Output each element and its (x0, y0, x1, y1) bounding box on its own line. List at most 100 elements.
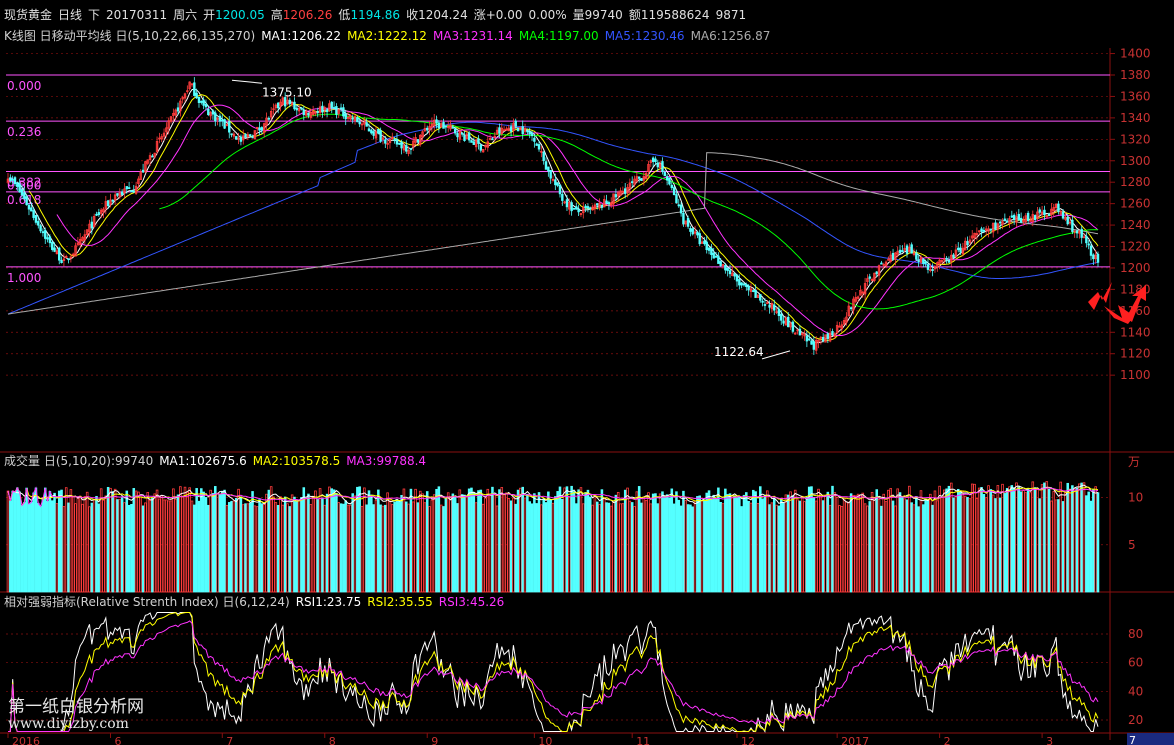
volume-bar (1015, 482, 1018, 593)
candle-body (686, 217, 690, 227)
volume-bar (1038, 498, 1042, 593)
candle-body (204, 103, 208, 108)
volume-bar (931, 504, 934, 593)
volume-bar (728, 493, 732, 593)
candle-body (1094, 254, 1097, 260)
candle-body (707, 247, 711, 251)
candle-body (789, 323, 792, 328)
volume-bar (959, 490, 962, 593)
candle-body (405, 145, 408, 152)
volume-bar (1057, 499, 1060, 593)
candle-body (414, 137, 417, 143)
volume-bar (963, 495, 967, 593)
volume-bar (106, 486, 110, 593)
volume-bar (283, 496, 287, 593)
candle-body (172, 112, 175, 116)
candle-body (756, 294, 760, 298)
volume-bar (470, 487, 473, 593)
fib-label: 0.000 (7, 79, 41, 93)
volume-bar (409, 488, 413, 593)
candle-body (488, 138, 492, 140)
volume-bar (505, 492, 508, 593)
volume-bar (123, 502, 126, 593)
volume-bar (873, 497, 876, 593)
candle-body (901, 250, 904, 252)
volume-bar (318, 488, 322, 593)
candle-body (929, 269, 932, 271)
volume-bar (961, 490, 965, 593)
candle-body (635, 176, 639, 182)
volume-bar (663, 495, 667, 593)
rsi-tick-label: 80 (1128, 627, 1143, 641)
candle-body (446, 126, 450, 128)
direction-label: 下 (88, 8, 101, 22)
volume-bar (442, 506, 445, 593)
volume-bar (463, 494, 466, 593)
candle-body (409, 148, 413, 150)
volume-bar (74, 503, 77, 593)
volume-bar (46, 500, 49, 593)
volume-bar (1073, 487, 1076, 593)
volume-bar (747, 500, 750, 593)
volume-bar (842, 497, 846, 593)
candle-body (437, 122, 441, 129)
volume-bar (703, 500, 706, 593)
candle-body (127, 187, 131, 190)
candle-body (286, 99, 289, 105)
volume-bar (642, 496, 646, 593)
candle-body (486, 141, 490, 148)
volume-bar (288, 506, 292, 593)
candle-body (302, 109, 306, 116)
candle-body (598, 202, 601, 209)
volume-bar (304, 498, 308, 593)
candle-body (288, 99, 292, 105)
volume-bar (1064, 492, 1067, 593)
volume-bar (796, 499, 799, 593)
volume-bar (998, 497, 1002, 593)
candle-body (542, 151, 545, 161)
candle-body (365, 122, 368, 127)
candle-body (181, 97, 184, 100)
volume-bar (50, 500, 54, 593)
candle-body (847, 305, 851, 317)
volume-bar (651, 493, 655, 593)
candle-body (849, 307, 853, 310)
volume-bar (849, 493, 853, 593)
candle-body (561, 193, 564, 201)
candle-body (936, 262, 939, 268)
candle-body (1075, 230, 1079, 234)
candle-body (144, 161, 147, 173)
volume-bar (370, 494, 373, 593)
volume-bar (929, 493, 932, 593)
candle-body (111, 199, 115, 202)
candle-body (530, 132, 534, 137)
candle-body (672, 187, 676, 196)
volume-bar (668, 497, 671, 593)
volume-bar (488, 494, 492, 593)
low-label: 低 (338, 8, 351, 22)
candle-body (1038, 209, 1041, 213)
volume-bar (575, 503, 578, 593)
volume-bar (481, 503, 485, 593)
candle-body (870, 278, 874, 281)
x-axis-label: 7 (226, 735, 233, 745)
candle-body (1024, 215, 1028, 223)
volume-bar (698, 495, 702, 593)
volume-bar (453, 496, 457, 593)
volume-bar (975, 498, 979, 593)
volume-bar (384, 504, 387, 593)
volume-bar (542, 498, 545, 593)
candle-body (6, 178, 10, 183)
candle-body (251, 136, 254, 139)
volume-bar (379, 504, 382, 593)
candle-body (160, 136, 163, 140)
candle-body (349, 115, 352, 120)
volume-bar (868, 501, 872, 593)
volume-bar (772, 497, 776, 593)
candle-body (712, 252, 715, 259)
candle-body (696, 231, 699, 236)
volume-bar (339, 503, 343, 593)
candle-body (703, 240, 706, 245)
